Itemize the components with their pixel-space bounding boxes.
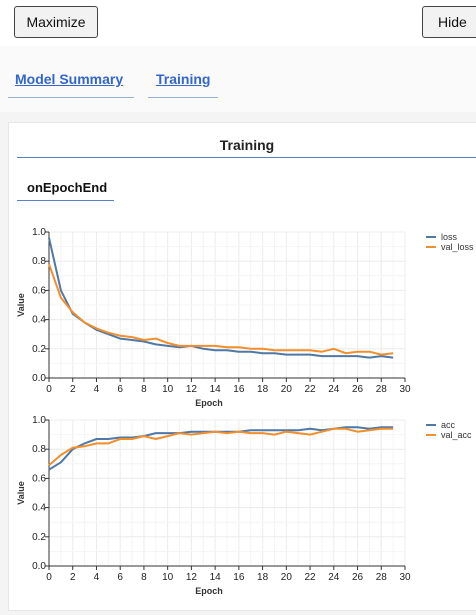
legend-label-val-loss: val_loss — [441, 242, 474, 252]
panel-title: Training — [219, 137, 275, 153]
x-tick-label: 4 — [94, 384, 100, 395]
training-panel: Training onEpochEnd — [8, 122, 476, 611]
series-line-val-loss — [48, 263, 394, 356]
x-tick-label: 20 — [281, 384, 293, 395]
x-tick-label: 30 — [399, 572, 411, 583]
maximize-button[interactable]: Maximize — [14, 6, 98, 38]
x-tick-label: 6 — [117, 384, 123, 395]
x-tick-label: 16 — [233, 572, 245, 583]
x-tick-label: 18 — [257, 384, 269, 395]
x-tick-label: 28 — [376, 384, 388, 395]
y-tick-label: 1.0 — [32, 415, 46, 426]
x-tick-label: 18 — [257, 572, 269, 583]
x-tick-label: 2 — [70, 384, 76, 395]
x-tick-label: 30 — [399, 384, 411, 395]
tab-training-underline — [148, 97, 218, 98]
x-tick-label: 2 — [70, 572, 76, 583]
y-tick-label: 0.8 — [32, 256, 46, 267]
y-tick-label: 0.6 — [32, 473, 46, 484]
x-tick-label: 20 — [281, 572, 293, 583]
x-tick-label: 24 — [328, 572, 340, 583]
x-tick-label: 22 — [305, 572, 317, 583]
x-axis-label: Epoch — [195, 586, 223, 596]
x-tick-label: 10 — [162, 572, 174, 583]
y-tick-label: 1.0 — [32, 227, 46, 238]
y-tick-label: 0.6 — [32, 285, 46, 296]
y-tick-label: 0.4 — [32, 503, 46, 514]
x-tick-label: 10 — [162, 384, 174, 395]
panel-title-divider — [17, 157, 476, 158]
series-line-acc — [48, 426, 394, 471]
x-tick-label: 16 — [233, 384, 245, 395]
x-tick-label: 4 — [94, 572, 100, 583]
legend-label-val-acc: val_acc — [441, 430, 472, 440]
tab-model-summary[interactable]: Model Summary — [15, 71, 124, 87]
series-line-val-acc — [48, 427, 394, 467]
x-tick-label: 28 — [376, 572, 388, 583]
chart-loss: 0 2 4 6 8 10 12 14 16 18 20 22 24 26 28 300.00.20.40.60… — [16, 227, 474, 408]
x-tick-label: 22 — [305, 384, 317, 395]
legend-label-loss: loss — [441, 232, 458, 242]
x-tick-label: 26 — [352, 384, 364, 395]
x-tick-label: 12 — [186, 384, 198, 395]
subtab-underline — [17, 200, 114, 201]
x-tick-label: 8 — [141, 384, 147, 395]
x-tick-label: 8 — [141, 572, 147, 583]
x-tick-label: 26 — [352, 572, 364, 583]
x-tick-label: 0 — [46, 572, 52, 583]
hide-button[interactable]: Hide — [422, 6, 476, 38]
y-tick-label: 0.2 — [32, 532, 46, 543]
x-tick-label: 0 — [46, 384, 52, 395]
x-tick-label: 14 — [210, 384, 222, 395]
tab-model-summary-underline — [8, 97, 134, 98]
x-tick-label: 6 — [117, 572, 123, 583]
x-tick-label: 12 — [186, 572, 198, 583]
x-tick-label: 24 — [328, 384, 340, 395]
y-tick-label: 0.0 — [32, 373, 46, 384]
tab-bar: Model Summary Training — [0, 46, 476, 112]
y-tick-label: 0.0 — [32, 561, 46, 572]
y-axis-label: Value — [16, 481, 26, 505]
x-axis-label: Epoch — [195, 398, 223, 408]
legend-label-acc: acc — [441, 420, 456, 430]
y-tick-label: 0.4 — [32, 315, 46, 326]
tab-training[interactable]: Training — [156, 71, 211, 87]
toolbar: Maximize Hide — [0, 0, 476, 46]
chart-acc: 0 2 4 6 8 10 12 14 16 18 20 22 24 26 28 300.00.20.40.60… — [16, 415, 472, 596]
subtab-on-epoch-end[interactable]: onEpochEnd — [27, 180, 108, 195]
y-tick-label: 0.8 — [32, 444, 46, 455]
x-tick-label: 14 — [210, 572, 222, 583]
y-tick-label: 0.2 — [32, 344, 46, 355]
series-line-loss — [48, 237, 394, 359]
y-axis-label: Value — [16, 293, 26, 317]
